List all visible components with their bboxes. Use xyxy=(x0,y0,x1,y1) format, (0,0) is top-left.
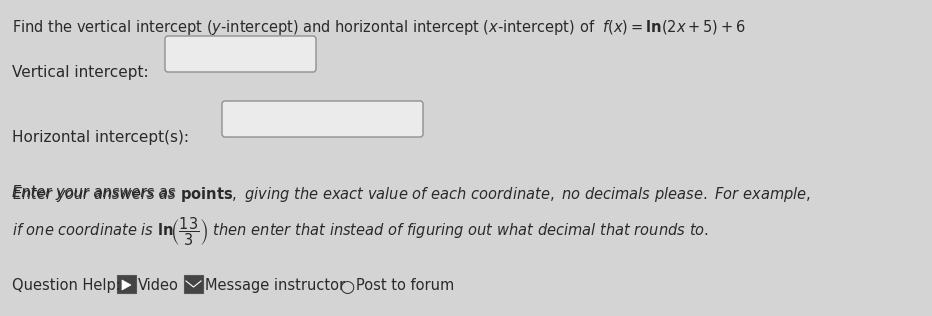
Text: Horizontal intercept(s):: Horizontal intercept(s): xyxy=(12,130,189,145)
Text: $\it{Enter\ your\ answers\ as\ }\mathbf{points}\it{,\ giving\ the\ exact\ value\: $\it{Enter\ your\ answers\ as\ }\mathbf{… xyxy=(12,185,811,204)
Text: Message instructor: Message instructor xyxy=(205,278,345,293)
Text: $\it{if\ one\ coordinate\ is\ }\mathbf{ln}\!\left(\dfrac{13}{3}\right)\it{\ then: $\it{if\ one\ coordinate\ is\ }\mathbf{l… xyxy=(12,215,709,247)
FancyBboxPatch shape xyxy=(165,36,316,72)
Text: Vertical intercept:: Vertical intercept: xyxy=(12,65,148,80)
Text: Question Help:: Question Help: xyxy=(12,278,121,293)
Polygon shape xyxy=(122,280,131,290)
Text: ○: ○ xyxy=(340,278,355,296)
Text: Find the vertical intercept ($y$-intercept) and horizontal intercept ($x$-interc: Find the vertical intercept ($y$-interce… xyxy=(12,18,746,37)
Text: Post to forum: Post to forum xyxy=(356,278,454,293)
Text: Enter your answers as: Enter your answers as xyxy=(12,185,180,200)
FancyBboxPatch shape xyxy=(117,275,136,293)
FancyBboxPatch shape xyxy=(184,275,203,293)
FancyBboxPatch shape xyxy=(222,101,423,137)
Text: Video: Video xyxy=(138,278,179,293)
